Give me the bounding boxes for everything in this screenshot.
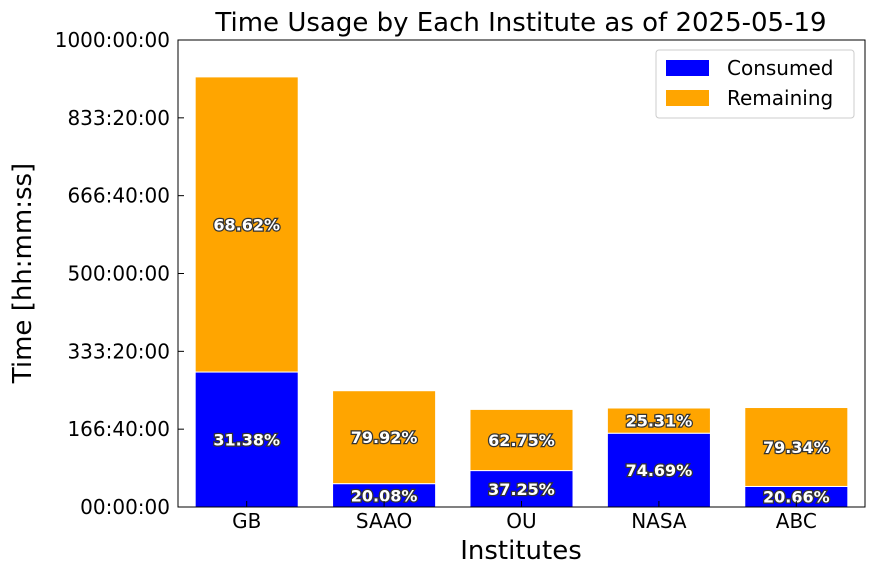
bar-label-consumed-saao: 20.08% (351, 486, 418, 505)
y-axis: 00:00:00 166:40:00 333:20:00 500:00:00 666:4… (55, 28, 184, 519)
x-tick-label-saao: SAAO (356, 509, 412, 533)
x-axis: GB SAAO OU NASA ABC (232, 501, 817, 533)
bar-label-remaining-nasa: 25.31% (626, 412, 693, 431)
bar-label-remaining-gb: 68.62% (213, 215, 280, 234)
y-tick-label: 833:20:00 (67, 106, 170, 130)
legend-swatch-remaining (666, 90, 709, 106)
y-tick-label: 500:00:00 (67, 262, 170, 286)
bar-label-consumed-abc: 20.66% (763, 488, 830, 507)
bar-label-remaining-ou: 62.75% (488, 431, 555, 450)
plot-frame (177, 39, 866, 508)
y-tick-label: 666:40:00 (67, 184, 170, 208)
legend: Consumed Remaining (655, 49, 855, 119)
legend-label-consumed: Consumed (727, 56, 833, 80)
bar-remaining-gb (194, 76, 299, 373)
x-tick-label-gb: GB (232, 509, 261, 533)
bar-label-remaining-abc: 79.34% (763, 438, 830, 457)
y-tick-label: 166:40:00 (67, 417, 170, 441)
x-axis-label: Institutes (460, 536, 582, 566)
legend-label-remaining: Remaining (727, 86, 833, 110)
bars-layer (194, 76, 849, 508)
y-tick-label: 00:00:00 (80, 495, 170, 519)
bar-remaining-nasa (606, 407, 711, 434)
y-axis-label: Time [hh:mm:ss] (8, 163, 38, 384)
bar-consumed-gb (194, 371, 299, 508)
bar-label-consumed-gb: 31.38% (213, 431, 280, 450)
bar-label-consumed-ou: 37.25% (488, 480, 555, 499)
y-tick-label: 333:20:00 (67, 339, 170, 363)
legend-swatch-consumed (666, 60, 709, 76)
bar-remaining-saao (332, 390, 437, 485)
y-tick-label: 1000:00:00 (55, 28, 170, 52)
bar-labels-layer: 31.38% 68.62% 20.08% 79.92% 37.25% 62.75% 74.6… (212, 214, 831, 508)
chart-title: Time Usage by Each Institute as of 2025-… (214, 8, 826, 38)
bar-label-remaining-saao: 79.92% (351, 428, 418, 447)
x-tick-label-ou: OU (506, 509, 536, 533)
bar-remaining-abc (744, 407, 849, 487)
x-tick-label-abc: ABC (776, 509, 817, 533)
x-tick-label-nasa: NASA (631, 509, 687, 533)
bar-label-consumed-nasa: 74.69% (626, 461, 693, 480)
bar-remaining-ou (469, 408, 574, 472)
